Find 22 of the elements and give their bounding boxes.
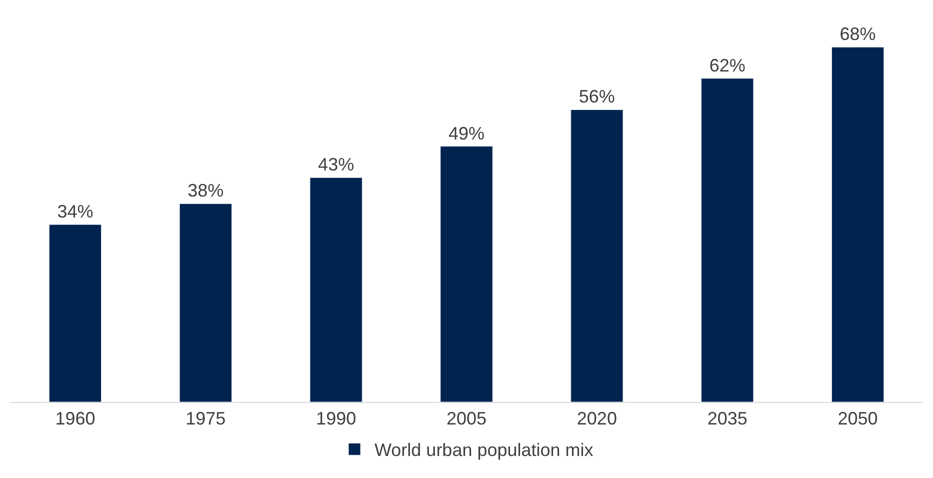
data-label: 38% (188, 180, 224, 201)
x-tick-label: 2020 (576, 408, 617, 429)
data-label: 34% (57, 202, 94, 222)
x-tick-label: 2035 (707, 408, 748, 429)
data-label: 43% (318, 154, 354, 175)
legend-label: World urban population mix (374, 440, 594, 460)
data-label: 62% (709, 55, 746, 76)
x-tick-label: 2050 (838, 408, 878, 429)
x-tick-label: 2005 (446, 408, 487, 429)
bar (570, 109, 624, 402)
bar (310, 177, 362, 402)
bar (179, 203, 232, 402)
data-label: 56% (578, 86, 615, 107)
x-tick-label: 1960 (55, 408, 96, 429)
data-label: 68% (840, 24, 876, 44)
bar (440, 146, 493, 402)
data-label: 49% (448, 123, 485, 144)
bar (831, 46, 884, 402)
x-tick-label: 1990 (316, 408, 356, 429)
bar (48, 224, 102, 402)
x-tick-label: 1975 (186, 408, 226, 429)
bar (701, 78, 754, 402)
